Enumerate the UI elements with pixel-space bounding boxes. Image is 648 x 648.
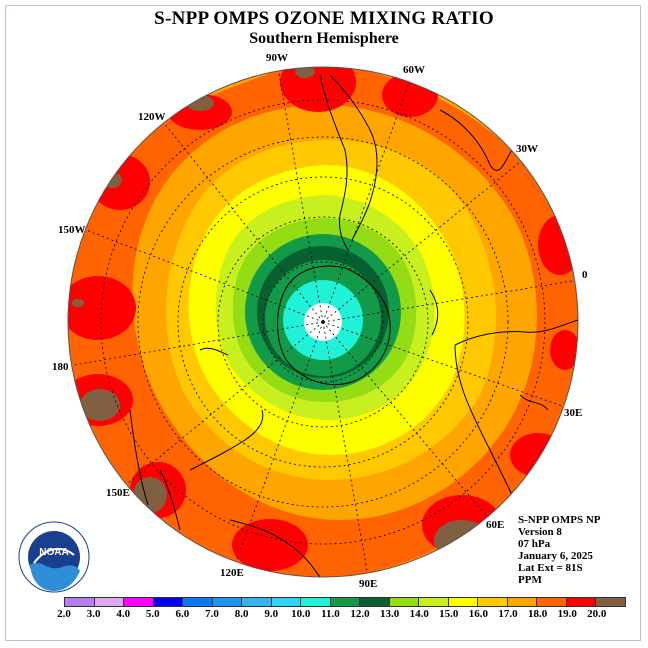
lon-label-30w: 30W bbox=[516, 143, 538, 155]
colorbar-swatch bbox=[566, 598, 596, 606]
colorbar-tick-label: 19.0 bbox=[557, 608, 577, 620]
lon-label-180: 180 bbox=[52, 361, 69, 373]
colorbar-tick-label: 11.0 bbox=[321, 608, 340, 620]
ozone-field bbox=[68, 67, 578, 577]
info-pressure: 07 hPa bbox=[518, 538, 551, 550]
colorbar-tick-label: 7.0 bbox=[205, 608, 219, 620]
colorbar-ticks: 2.0 3.0 4.0 5.0 6.0 7.0 8.0 9.0 10.0 11.0 12.0 13.0… bbox=[0, 608, 648, 622]
lon-label-120w: 120W bbox=[138, 111, 166, 123]
image-frame bbox=[5, 5, 641, 641]
colorbar-swatch bbox=[419, 598, 449, 606]
colorbar-tick-label: 3.0 bbox=[86, 608, 101, 620]
colorbar-tick-label: 9.0 bbox=[264, 608, 279, 620]
colorbar-swatch bbox=[65, 598, 95, 606]
lon-label-90w: 90W bbox=[266, 52, 288, 64]
colorbar-tick-label: 17.0 bbox=[498, 608, 518, 620]
colorbar-swatch bbox=[242, 598, 272, 606]
colorbar-tick-label: 20.0 bbox=[587, 608, 607, 620]
colorbar-tick-label: 6.0 bbox=[175, 608, 190, 620]
colorbar-tick-label: 5.0 bbox=[145, 608, 160, 620]
lon-label-60e: 60E bbox=[486, 519, 504, 531]
colorbar-tick-label: 12.0 bbox=[350, 608, 370, 620]
field-dark-orange-band bbox=[68, 67, 578, 577]
info-version: Version 8 bbox=[518, 526, 562, 538]
colorbar-swatch bbox=[124, 598, 154, 606]
colorbar-swatch bbox=[537, 598, 567, 606]
colorbar bbox=[64, 597, 627, 607]
map-boundary bbox=[67, 66, 579, 578]
colorbar-tick-label: 15.0 bbox=[439, 608, 459, 620]
info-instrument: S-NPP OMPS NP bbox=[518, 514, 601, 526]
lon-label-30e: 30E bbox=[564, 407, 582, 419]
colorbar-swatch bbox=[360, 598, 390, 606]
noaa-logo-text: NOAA bbox=[39, 547, 68, 558]
colorbar-swatch bbox=[153, 598, 183, 606]
colorbar-tick-label: 13.0 bbox=[379, 608, 400, 620]
info-lat-ext: Lat Ext = 81S bbox=[518, 562, 583, 574]
info-units: PPM bbox=[518, 574, 542, 586]
colorbar-tick-label: 18.0 bbox=[527, 608, 548, 620]
colorbar-swatch bbox=[94, 598, 124, 606]
colorbar-swatch bbox=[389, 598, 419, 606]
lon-label-120e: 120E bbox=[220, 567, 244, 579]
lon-label-150w: 150W bbox=[58, 224, 86, 236]
lon-label-90e: 90E bbox=[359, 578, 377, 590]
noaa-logo: NOAA bbox=[18, 521, 90, 593]
colorbar-tick-label: 10.0 bbox=[291, 608, 311, 620]
colorbar-tick-label: 4.0 bbox=[116, 608, 131, 620]
graticule bbox=[68, 67, 578, 577]
colorbar-swatch bbox=[183, 598, 213, 606]
info-date: January 6, 2025 bbox=[518, 550, 593, 562]
map-subtitle: Southern Hemisphere bbox=[249, 30, 399, 47]
lon-label-150e: 150E bbox=[106, 487, 130, 499]
info-panel: S-NPP OMPS NP Version 8 07 hPa January 6… bbox=[518, 514, 601, 586]
colorbar-swatch bbox=[507, 598, 537, 606]
colorbar-swatch bbox=[478, 598, 508, 606]
colorbar-swatch bbox=[330, 598, 360, 606]
colorbar-swatch bbox=[448, 598, 478, 606]
colorbar-swatch bbox=[271, 598, 301, 606]
colorbar-tick-label: 2.0 bbox=[57, 608, 71, 620]
colorbar-swatch bbox=[212, 598, 242, 606]
colorbar-swatch bbox=[596, 598, 626, 606]
lon-label-60w: 60W bbox=[403, 64, 425, 76]
colorbar-tick-label: 16.0 bbox=[468, 608, 489, 620]
colorbar-tick-label: 14.0 bbox=[409, 608, 429, 620]
longitude-labels: 90W 60W 30W 0 30E 60E 90E 120E 150E 180 … bbox=[52, 52, 588, 590]
colorbar-swatch bbox=[301, 598, 331, 606]
map-title: S-NPP OMPS OZONE MIXING RATIO bbox=[154, 8, 494, 29]
lon-label-0: 0 bbox=[582, 269, 588, 281]
colorbar-tick-label: 8.0 bbox=[234, 608, 249, 620]
